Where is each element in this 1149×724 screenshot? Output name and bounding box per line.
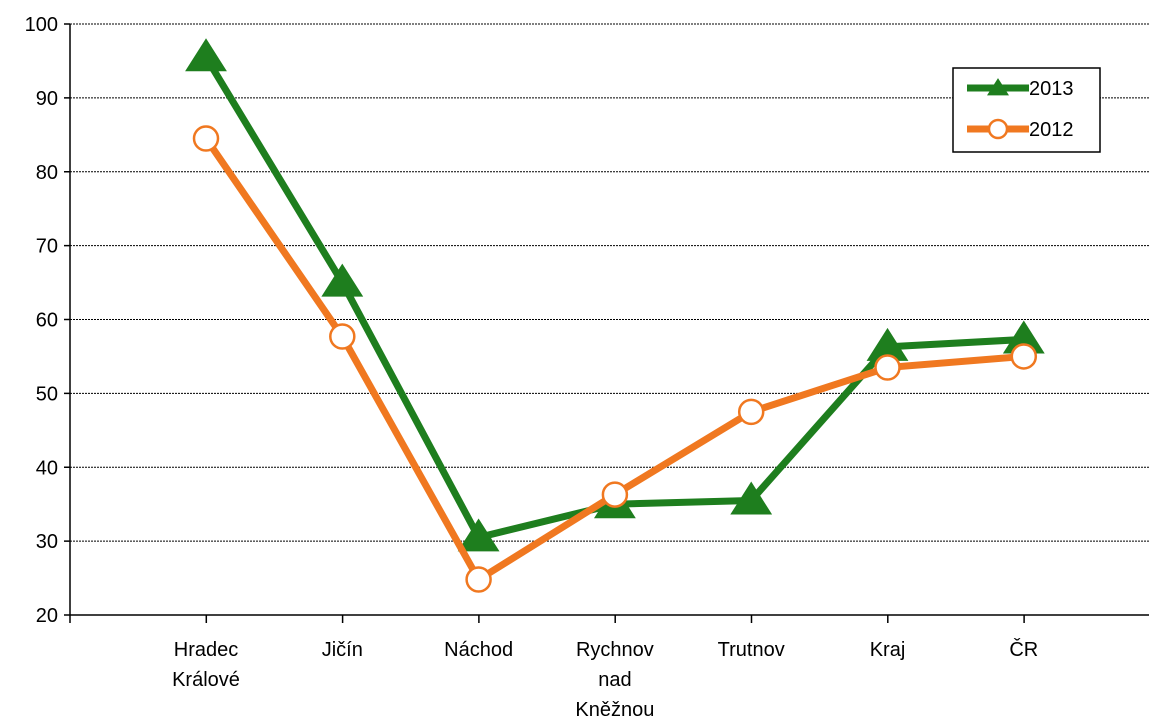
x-category-label: Kněžnou xyxy=(575,699,654,721)
x-category-label: Rychnov xyxy=(576,639,654,661)
legend-marker-circle xyxy=(987,118,1009,140)
legend-label: 2013 xyxy=(1029,78,1074,100)
series-line xyxy=(203,55,1024,541)
y-tick-label: 100 xyxy=(25,14,58,36)
y-tick-label: 90 xyxy=(36,88,58,110)
data-point-circle xyxy=(601,481,629,508)
series-group xyxy=(185,38,1045,593)
data-point-circle xyxy=(465,566,492,593)
data-point-circle xyxy=(192,125,220,152)
x-category-label: Kraj xyxy=(870,639,906,661)
y-tick-label: 20 xyxy=(36,605,58,627)
y-tick-label: 80 xyxy=(36,162,58,184)
x-category-label: Náchod xyxy=(444,639,513,661)
series-2012 xyxy=(192,125,1038,593)
y-tick-label: 70 xyxy=(36,236,58,258)
x-category-label: ČR xyxy=(1009,638,1038,661)
data-point-triangle xyxy=(457,518,500,552)
data-point-circle xyxy=(329,323,356,350)
axes: 20 30 40 50 60 70 80 90 100 Hradec Králové Jičín Nác… xyxy=(25,14,1149,721)
gridlines xyxy=(70,23,1149,542)
data-point-circle xyxy=(1010,343,1038,370)
data-point-circle xyxy=(874,354,901,381)
x-category-label: Trutnov xyxy=(718,639,785,661)
x-category-label: nad xyxy=(598,669,631,691)
data-point-triangle xyxy=(730,481,773,515)
legend-box xyxy=(952,67,1101,153)
y-tick-label: 60 xyxy=(36,310,58,332)
x-category-label: Králové xyxy=(172,669,240,691)
legend-label: 2012 xyxy=(1029,119,1074,141)
y-tick-label: 30 xyxy=(36,531,58,553)
data-point-triangle xyxy=(185,38,227,72)
x-category-label: Jičín xyxy=(322,639,363,661)
legend: 2013 2012 xyxy=(952,67,1101,153)
legend-marker-triangle xyxy=(987,78,1009,96)
x-category-label: Hradec xyxy=(174,639,238,661)
data-point-circle xyxy=(737,398,765,426)
data-point-triangle xyxy=(321,263,364,297)
y-tick-label: 50 xyxy=(36,383,58,405)
y-tick-label: 40 xyxy=(36,457,58,479)
